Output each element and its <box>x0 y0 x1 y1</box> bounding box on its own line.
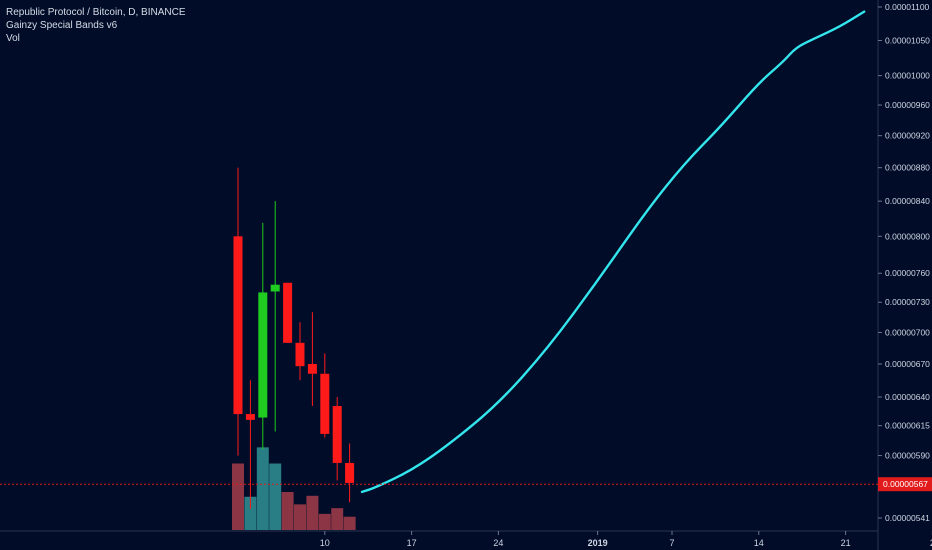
y-tick-label: 0.00000920 <box>885 131 930 141</box>
volume-bar <box>306 495 319 530</box>
x-axis[interactable]: 10 17 24 2019 7 14 21 2 <box>320 531 932 548</box>
last-price-tag <box>878 477 932 492</box>
y-tick-label: 0.00000590 <box>885 451 930 461</box>
volume-bars <box>232 447 356 530</box>
candle-body <box>307 364 317 374</box>
y-tick-label: 0.00000840 <box>885 196 930 206</box>
volume-bar <box>232 463 244 530</box>
candle-body <box>270 284 280 292</box>
x-tick-label: 7 <box>669 538 674 548</box>
x-tick-label: 14 <box>754 538 764 548</box>
x-tick-label: 17 <box>407 538 417 548</box>
y-axis[interactable]: 0.00001100 0.00001050 0.00001000 0.00000960… <box>878 2 930 523</box>
plot-area <box>0 0 879 550</box>
y-tick-label: 0.00000541 <box>885 513 930 523</box>
indicator-volume-label[interactable]: Vol <box>6 33 20 44</box>
indicator-band-label[interactable]: Gainzy Special Bands v6 <box>6 20 118 31</box>
volume-bar <box>244 496 257 530</box>
volume-bar <box>331 508 344 530</box>
volume-bar <box>256 447 269 530</box>
x-tick-label: 21 <box>841 538 851 548</box>
candle-body <box>233 236 243 415</box>
volume-bar <box>318 513 331 530</box>
candle-body <box>258 292 268 418</box>
candle-body <box>295 342 305 367</box>
x-tick-label: 10 <box>320 538 330 548</box>
y-tick-label: 0.00000640 <box>885 392 930 402</box>
x-tick-label: 2019 <box>588 538 608 548</box>
candle-body <box>320 373 330 434</box>
y-tick-label: 0.00000960 <box>885 100 930 110</box>
x-tick-label: 24 <box>493 538 503 548</box>
volume-bar <box>269 463 282 530</box>
candle-body <box>283 282 293 343</box>
symbol-title[interactable]: Republic Protocol / Bitcoin, D, BINANCE <box>6 7 186 18</box>
y-tick-label: 0.00000700 <box>885 327 930 337</box>
y-tick-label: 0.00000880 <box>885 163 930 173</box>
candle-body <box>345 462 355 483</box>
volume-bar <box>343 516 356 530</box>
y-tick-label: 0.00000730 <box>885 297 930 307</box>
band-series <box>360 10 866 494</box>
band-line <box>360 10 866 494</box>
y-tick-label: 0.00001000 <box>885 71 930 81</box>
last-price-label: 0.00000567 <box>883 479 928 489</box>
candle-body <box>245 414 255 420</box>
y-tick-label: 0.00000615 <box>885 421 930 431</box>
volume-bar <box>294 504 306 530</box>
y-tick-label: 0.00001100 <box>885 2 930 12</box>
last-price-line: 0.00000567 <box>0 477 932 492</box>
y-tick-label: 0.00000760 <box>885 268 930 278</box>
candlesticks <box>233 167 355 509</box>
chart-legend: Republic Protocol / Bitcoin, D, BINANCE … <box>6 6 186 45</box>
y-tick-label: 0.00000670 <box>885 359 930 369</box>
candle-body <box>332 406 342 463</box>
x-tick-label: 2 <box>930 538 932 548</box>
y-tick-label: 0.00000800 <box>885 231 930 241</box>
y-tick-label: 0.00001050 <box>885 35 930 45</box>
volume-bar <box>281 492 294 530</box>
